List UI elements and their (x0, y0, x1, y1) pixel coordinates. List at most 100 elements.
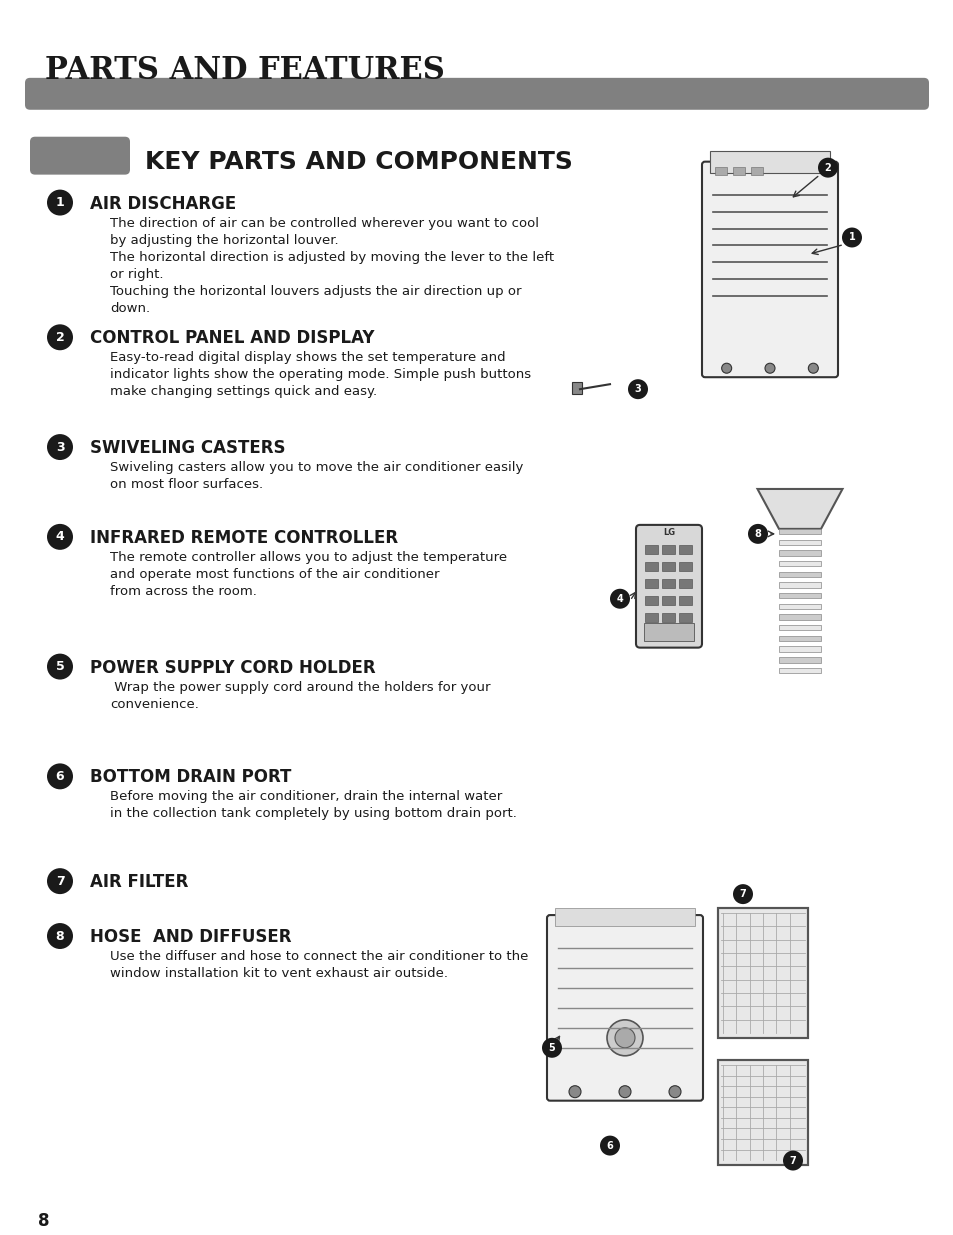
Circle shape (47, 653, 73, 679)
Bar (679, 562, 691, 571)
Text: CONTROL PANEL AND DISPLAY: CONTROL PANEL AND DISPLAY (90, 330, 375, 347)
Circle shape (47, 524, 73, 550)
Text: 5: 5 (548, 1042, 555, 1052)
Circle shape (47, 433, 73, 459)
Bar (779, 646, 821, 652)
Text: 8: 8 (38, 1213, 50, 1230)
Circle shape (841, 227, 862, 247)
Text: Easy-to-read digital display shows the set temperature and
indicator lights show: Easy-to-read digital display shows the s… (110, 351, 531, 398)
Text: Swiveling casters allow you to move the air conditioner easily
on most floor sur: Swiveling casters allow you to move the … (110, 461, 523, 492)
Bar (779, 593, 821, 599)
Bar (679, 613, 691, 621)
Text: PARTS AND FEATURES: PARTS AND FEATURES (45, 54, 444, 86)
Bar (779, 604, 821, 609)
Circle shape (47, 923, 73, 948)
Bar (750, 167, 762, 174)
Bar (661, 595, 675, 605)
Circle shape (732, 884, 752, 904)
Circle shape (668, 1086, 680, 1098)
Text: 2: 2 (823, 163, 830, 173)
Bar (709, 151, 829, 173)
Text: BOTTOM DRAIN PORT: BOTTOM DRAIN PORT (90, 768, 291, 787)
Bar (779, 572, 821, 577)
Text: 3: 3 (55, 441, 64, 453)
Bar (779, 615, 821, 620)
Text: 8: 8 (55, 930, 64, 942)
Circle shape (720, 363, 731, 373)
Text: Use the diffuser and hose to connect the air conditioner to the
window installat: Use the diffuser and hose to connect the… (110, 950, 528, 981)
Polygon shape (757, 489, 841, 529)
Bar (779, 657, 821, 662)
Text: 2: 2 (55, 331, 64, 343)
FancyBboxPatch shape (30, 137, 130, 174)
Circle shape (807, 363, 818, 373)
Bar (779, 561, 821, 567)
Bar (779, 583, 821, 588)
Bar (732, 167, 744, 174)
Bar (779, 668, 821, 673)
FancyBboxPatch shape (701, 162, 837, 377)
Bar (661, 579, 675, 588)
Bar (661, 545, 675, 553)
Circle shape (47, 868, 73, 894)
Circle shape (47, 325, 73, 351)
Circle shape (568, 1086, 580, 1098)
Bar (779, 625, 821, 630)
FancyBboxPatch shape (636, 525, 701, 647)
Text: AIR DISCHARGE: AIR DISCHARGE (90, 195, 236, 212)
Text: 7: 7 (739, 889, 745, 899)
Circle shape (606, 1020, 642, 1056)
Text: 8: 8 (754, 529, 760, 538)
Bar (718, 908, 807, 1037)
Circle shape (599, 1136, 619, 1156)
Bar (644, 595, 658, 605)
Text: 1: 1 (848, 232, 855, 242)
Circle shape (615, 1028, 635, 1047)
Text: 6: 6 (55, 769, 64, 783)
Bar (679, 579, 691, 588)
Text: 4: 4 (616, 594, 622, 604)
Bar (643, 622, 693, 641)
Bar (779, 529, 821, 535)
FancyBboxPatch shape (25, 78, 928, 110)
Circle shape (764, 363, 774, 373)
Text: The remote controller allows you to adjust the temperature
and operate most func: The remote controller allows you to adju… (110, 551, 507, 598)
Text: KEY PARTS AND COMPONENTS: KEY PARTS AND COMPONENTS (145, 149, 572, 174)
Bar (679, 545, 691, 553)
Bar (644, 545, 658, 553)
Text: 6: 6 (606, 1141, 613, 1151)
Circle shape (747, 524, 767, 543)
Circle shape (618, 1086, 630, 1098)
Text: 7: 7 (789, 1156, 796, 1166)
Text: 5: 5 (55, 659, 64, 673)
Bar (718, 908, 807, 1037)
Circle shape (817, 158, 837, 178)
Bar (555, 908, 695, 926)
Bar (644, 562, 658, 571)
Text: The direction of air can be controlled wherever you want to cool
by adjusting th: The direction of air can be controlled w… (110, 216, 554, 315)
Circle shape (541, 1037, 561, 1057)
Circle shape (782, 1151, 802, 1171)
Bar (718, 1061, 807, 1165)
FancyBboxPatch shape (546, 915, 702, 1100)
Text: 3: 3 (634, 384, 640, 394)
Text: SWIVELING CASTERS: SWIVELING CASTERS (90, 440, 285, 457)
Bar (661, 613, 675, 621)
Circle shape (609, 589, 629, 609)
Circle shape (627, 379, 647, 399)
Bar (718, 1061, 807, 1165)
Bar (644, 613, 658, 621)
Bar (644, 579, 658, 588)
Circle shape (47, 763, 73, 789)
Text: 1: 1 (55, 196, 64, 209)
Text: POWER SUPPLY CORD HOLDER: POWER SUPPLY CORD HOLDER (90, 658, 375, 677)
Bar (679, 595, 691, 605)
Text: AIR FILTER: AIR FILTER (90, 873, 188, 892)
Bar (714, 167, 726, 174)
Text: 7: 7 (55, 874, 64, 888)
Bar (779, 636, 821, 641)
Text: LG: LG (662, 527, 675, 537)
Text: 4: 4 (55, 530, 64, 543)
Bar (779, 551, 821, 556)
Bar (572, 382, 581, 394)
